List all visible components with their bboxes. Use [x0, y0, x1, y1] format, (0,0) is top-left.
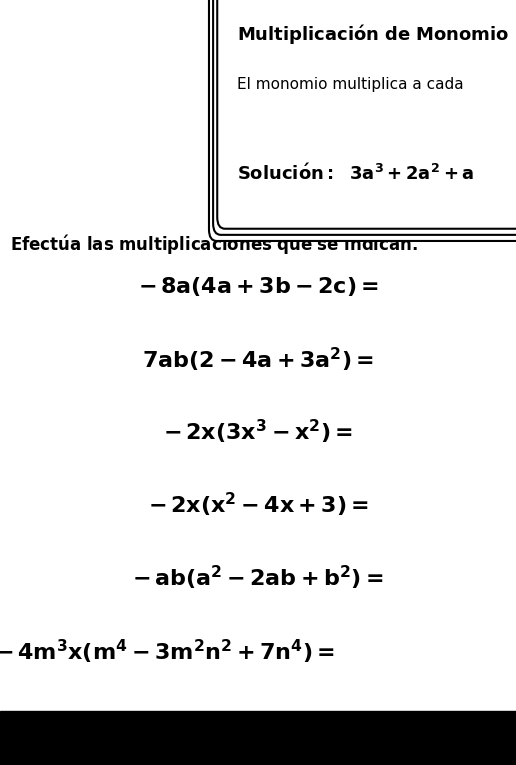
FancyBboxPatch shape: [213, 0, 516, 235]
Text: $\mathbf{-\,2x(x^{2}-4x+3)=}$: $\mathbf{-\,2x(x^{2}-4x+3)=}$: [148, 491, 368, 519]
FancyBboxPatch shape: [209, 0, 516, 241]
Text: $\bf{Efect\acute{u}a\ las\ multiplicaciones\ que\ se\ indican.}$: $\bf{Efect\acute{u}a\ las\ multiplicacio…: [10, 233, 418, 257]
Text: $\mathbf{-\,ab(a^{2}-2ab+b^{2})=}$: $\mathbf{-\,ab(a^{2}-2ab+b^{2})=}$: [132, 564, 384, 591]
Text: $\bf{Soluci\acute{o}n:\ \ 3a^3+2a^2+a}$: $\bf{Soluci\acute{o}n:\ \ 3a^3+2a^2+a}$: [237, 164, 475, 184]
Text: El monomio multiplica a cada: El monomio multiplica a cada: [237, 76, 464, 92]
Text: $\mathbf{7ab(2-4a+3a^{2})=}$: $\mathbf{7ab(2-4a+3a^{2})=}$: [142, 346, 374, 373]
Text: $\bf{Multiplicaci\acute{o}n\ de\ Monomio}$: $\bf{Multiplicaci\acute{o}n\ de\ Monomio…: [237, 23, 510, 47]
Text: $\mathbf{-\,2x(3x^{3}-x^{2})=}$: $\mathbf{-\,2x(3x^{3}-x^{2})=}$: [163, 418, 353, 446]
Text: $\mathbf{-\,4m^{3}x(m^{4}-3m^{2}n^{2}+7n^{4})=}$: $\mathbf{-\,4m^{3}x(m^{4}-3m^{2}n^{2}+7n…: [0, 638, 335, 666]
FancyBboxPatch shape: [217, 0, 516, 229]
Text: $\mathbf{-\,8a(4a+3b-2c)=}$: $\mathbf{-\,8a(4a+3b-2c)=}$: [138, 275, 378, 298]
FancyBboxPatch shape: [0, 711, 516, 765]
